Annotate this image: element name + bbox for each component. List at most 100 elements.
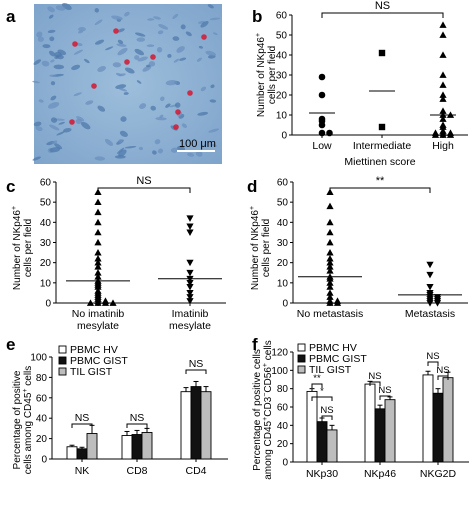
nucleus <box>33 59 42 65</box>
nucleus <box>73 49 84 55</box>
bar <box>180 391 192 460</box>
nucleus <box>198 45 203 49</box>
legend-label: TIL GIST <box>309 364 352 376</box>
nucleus <box>207 4 214 9</box>
nucleus <box>94 39 105 45</box>
x-category-label: NKG2D <box>420 468 457 480</box>
ylabel-line-2: cells per field <box>23 219 34 277</box>
bar <box>432 392 444 463</box>
panel-c-letter: c <box>6 177 15 196</box>
data-point <box>94 299 102 306</box>
x-category-label: Metastasis <box>405 308 455 320</box>
x-category-label: CD4 <box>185 465 206 477</box>
nucleus <box>152 150 157 155</box>
nucleus <box>157 148 164 154</box>
y-tick-label: 20 <box>276 91 288 102</box>
nucleus <box>200 86 207 92</box>
data-point <box>318 129 326 137</box>
nucleus <box>97 66 106 72</box>
nucleus <box>200 21 209 28</box>
data-point <box>186 294 194 301</box>
nucleus <box>63 127 72 133</box>
nucleus <box>124 11 130 17</box>
micrograph: 100 μm <box>32 2 222 164</box>
legend-label: PBMC HV <box>70 344 118 356</box>
nucleus <box>118 149 127 157</box>
significance-label: ** <box>376 175 385 187</box>
y-tick-label: 80 <box>277 384 289 395</box>
data-point <box>94 263 102 270</box>
x-category-label: High <box>432 140 454 152</box>
nucleus <box>181 123 187 129</box>
nucleus <box>37 36 44 42</box>
data-point <box>326 267 334 274</box>
nucleus <box>137 56 148 62</box>
data-point <box>426 271 434 279</box>
nucleus <box>50 95 57 101</box>
bar <box>306 390 318 463</box>
bar <box>200 391 212 460</box>
y-tick-label: 40 <box>40 218 52 229</box>
positive-cell <box>69 119 75 125</box>
data-point <box>86 299 95 306</box>
data-point <box>326 275 334 282</box>
legend-swatch <box>58 356 67 365</box>
nucleus <box>196 57 202 62</box>
positive-cell <box>124 59 130 65</box>
data-point <box>326 289 334 296</box>
nucleus <box>154 139 161 145</box>
nucleus <box>32 80 40 84</box>
x-category-label: NKp30 <box>306 468 338 480</box>
significance-label: * <box>320 386 324 397</box>
data-point <box>446 131 455 138</box>
nucleus <box>49 124 60 131</box>
y-tick-label: 10 <box>40 278 52 289</box>
nucleus <box>153 16 161 20</box>
ylabel-line-2: cells per field <box>261 219 272 277</box>
data-point <box>94 208 102 216</box>
ylabel-line-1: Number of NKp46+ <box>255 33 267 117</box>
nucleus <box>76 116 85 122</box>
nucleus <box>208 128 220 133</box>
data-point <box>439 21 447 28</box>
significance-label: NS <box>436 365 449 376</box>
nucleus <box>165 103 171 108</box>
significance-label: NS <box>426 351 439 362</box>
y-tick-label: 30 <box>277 238 289 249</box>
data-point <box>439 51 447 58</box>
ylabel-line-2: cells per field <box>267 46 278 104</box>
y-tick-label: 60 <box>276 11 288 22</box>
significance-label: NS <box>378 385 391 396</box>
data-point <box>439 107 447 114</box>
nucleus <box>48 14 54 19</box>
y-tick-label: 50 <box>40 198 52 209</box>
nucleus <box>50 117 58 123</box>
nucleus <box>35 126 43 132</box>
data-point <box>109 299 117 306</box>
nucleus <box>85 100 94 105</box>
data-point <box>326 299 334 306</box>
positive-cell <box>173 124 179 130</box>
data-point <box>326 263 334 270</box>
nucleus <box>49 147 61 153</box>
nucleus <box>138 146 143 151</box>
data-point <box>378 123 386 131</box>
bar <box>374 408 386 463</box>
ylabel-line-1: Number of NKp46+ <box>11 206 23 290</box>
nucleus <box>73 92 82 97</box>
x-category-label: NK <box>75 465 90 477</box>
ylabel-line-1: Percentage of positive <box>12 370 23 469</box>
bar <box>190 386 202 460</box>
panel-a-letter: a <box>6 7 16 26</box>
ylabel-line-2: among CD45+CD3−CD56+ cells <box>262 340 274 480</box>
bar <box>76 448 88 460</box>
data-point <box>439 81 447 88</box>
nucleus <box>173 58 180 63</box>
significance-bracket <box>311 396 333 401</box>
bar <box>422 374 434 463</box>
nucleus <box>47 6 55 13</box>
x-category-label: No imatinib <box>72 308 125 320</box>
data-point <box>186 279 194 287</box>
nucleus <box>212 32 218 36</box>
